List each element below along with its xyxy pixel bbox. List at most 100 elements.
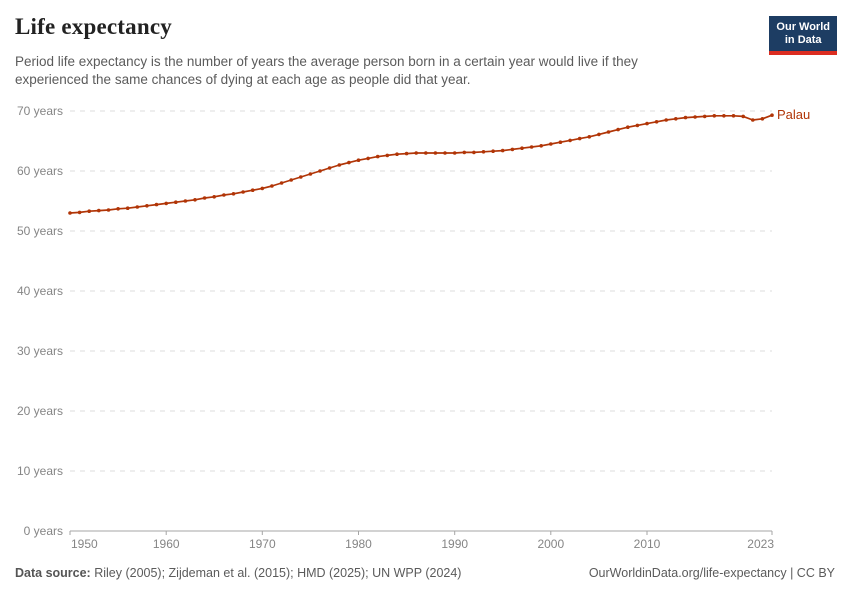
- data-point[interactable]: [500, 148, 505, 153]
- data-point[interactable]: [308, 172, 313, 176]
- data-point[interactable]: [481, 150, 486, 154]
- data-point[interactable]: [68, 211, 72, 215]
- data-point[interactable]: [260, 186, 265, 191]
- data-point[interactable]: [164, 201, 168, 206]
- data-point[interactable]: [289, 178, 294, 182]
- data-point[interactable]: [77, 210, 82, 215]
- data-point[interactable]: [404, 151, 409, 156]
- data-point[interactable]: [712, 114, 717, 118]
- data-point[interactable]: [231, 192, 236, 196]
- data-point[interactable]: [145, 204, 149, 208]
- data-point[interactable]: [250, 188, 255, 192]
- chart-subtitle: Period life expectancy is the number of …: [15, 54, 638, 87]
- data-point[interactable]: [587, 135, 592, 139]
- data-point[interactable]: [760, 117, 765, 121]
- series-end-label: Palau: [777, 107, 810, 122]
- data-point[interactable]: [577, 136, 582, 141]
- data-point[interactable]: [558, 140, 563, 144]
- x-tick-label: 2010: [634, 537, 661, 551]
- data-point[interactable]: [212, 195, 216, 199]
- data-point[interactable]: [87, 209, 91, 213]
- data-point[interactable]: [116, 207, 120, 211]
- data-point[interactable]: [395, 152, 399, 156]
- data-point[interactable]: [597, 132, 601, 137]
- data-point[interactable]: [510, 147, 515, 152]
- series-palau[interactable]: Palau: [68, 107, 810, 215]
- attribution-link[interactable]: OurWorldinData.org/life-expectancy | CC …: [588, 566, 835, 580]
- data-point[interactable]: [664, 118, 668, 122]
- chart-footer: Data source: Riley (2005); Zijdeman et a…: [15, 566, 835, 580]
- data-point[interactable]: [241, 190, 245, 194]
- y-tick-label: 10 years: [17, 464, 63, 478]
- data-point[interactable]: [347, 160, 351, 165]
- data-point[interactable]: [375, 154, 380, 159]
- data-point[interactable]: [222, 193, 226, 197]
- data-point[interactable]: [770, 113, 774, 117]
- data-point[interactable]: [135, 205, 140, 209]
- data-point[interactable]: [414, 151, 419, 155]
- y-tick-label: 30 years: [17, 344, 63, 358]
- data-point[interactable]: [683, 115, 688, 120]
- data-point[interactable]: [568, 138, 572, 143]
- data-point[interactable]: [472, 150, 476, 155]
- data-point[interactable]: [279, 181, 284, 185]
- data-point[interactable]: [731, 114, 736, 118]
- data-point[interactable]: [202, 196, 207, 200]
- data-point[interactable]: [327, 166, 332, 170]
- data-point[interactable]: [702, 114, 707, 119]
- data-point[interactable]: [97, 208, 101, 213]
- page-title: Life expectancy: [15, 14, 172, 39]
- x-tick-label: 1970: [249, 537, 276, 551]
- data-point[interactable]: [174, 200, 178, 204]
- data-point[interactable]: [125, 206, 130, 210]
- data-point[interactable]: [106, 208, 111, 212]
- data-point[interactable]: [356, 158, 361, 162]
- data-point[interactable]: [741, 114, 745, 119]
- data-point[interactable]: [693, 115, 697, 119]
- data-point[interactable]: [366, 156, 370, 161]
- data-source-list: Riley (2005); Zijdeman et al. (2015); HM…: [90, 566, 462, 580]
- data-point[interactable]: [270, 184, 274, 188]
- data-point[interactable]: [424, 151, 428, 155]
- data-point[interactable]: [462, 150, 467, 155]
- data-point[interactable]: [318, 169, 322, 173]
- data-point[interactable]: [626, 125, 630, 129]
- data-point[interactable]: [674, 117, 678, 121]
- x-tick-label: 1980: [345, 537, 372, 551]
- data-point[interactable]: [645, 121, 649, 126]
- y-tick-label: 0 years: [24, 524, 63, 538]
- data-point[interactable]: [299, 175, 303, 179]
- data-point[interactable]: [529, 145, 534, 149]
- y-tick-label: 50 years: [17, 224, 63, 238]
- data-source-label: Data source:: [15, 566, 91, 580]
- y-tick-label: 20 years: [17, 404, 63, 418]
- data-point[interactable]: [433, 151, 438, 155]
- data-point[interactable]: [452, 151, 457, 155]
- series-line[interactable]: [69, 114, 773, 214]
- data-point[interactable]: [385, 153, 390, 158]
- y-tick-label: 60 years: [17, 164, 63, 178]
- data-point[interactable]: [491, 149, 495, 153]
- data-point[interactable]: [722, 114, 726, 118]
- data-point[interactable]: [183, 199, 188, 203]
- x-tick-label: 1990: [441, 537, 468, 551]
- data-point[interactable]: [616, 127, 620, 132]
- data-point[interactable]: [193, 198, 197, 202]
- data-point[interactable]: [520, 146, 524, 150]
- data-point[interactable]: [539, 144, 543, 148]
- data-point[interactable]: [606, 130, 611, 134]
- owid-logo-line2: in Data: [784, 34, 822, 46]
- data-point[interactable]: [337, 163, 342, 167]
- data-point[interactable]: [549, 142, 553, 146]
- data-point[interactable]: [443, 151, 447, 155]
- owid-logo-line1: Our World: [776, 21, 830, 33]
- data-point[interactable]: [635, 123, 640, 128]
- data-point[interactable]: [751, 118, 755, 122]
- x-tick-label: 2000: [537, 537, 564, 551]
- owid-logo[interactable]: Our World in Data: [769, 16, 837, 55]
- data-point[interactable]: [654, 120, 659, 124]
- data-point[interactable]: [154, 202, 159, 207]
- x-tick-label: 2023: [747, 537, 774, 551]
